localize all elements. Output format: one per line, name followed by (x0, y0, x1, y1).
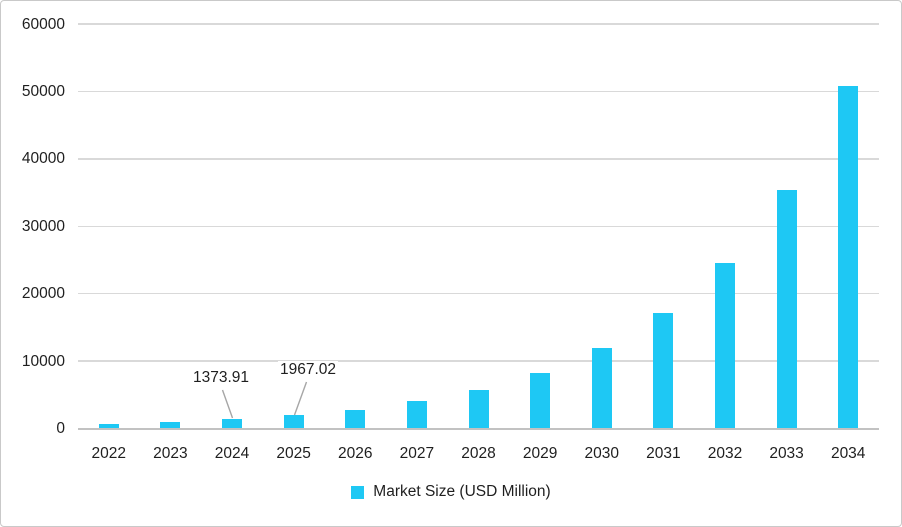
x-tick-label-2028: 2028 (461, 445, 496, 462)
bar-2029 (530, 372, 551, 429)
data-label-2025: 1967.02 (277, 361, 339, 379)
gridline-50000 (78, 90, 879, 93)
x-tick-label-2025: 2025 (276, 445, 311, 462)
legend: Market Size (USD Million) (1, 483, 901, 501)
bar-2032 (714, 262, 735, 429)
x-tick-label-2023: 2023 (153, 445, 188, 462)
x-tick-label-2026: 2026 (338, 445, 373, 462)
bar-2028 (468, 389, 489, 429)
legend-label: Market Size (USD Million) (373, 483, 551, 500)
bar-2022 (98, 423, 119, 429)
y-tick-label-60000: 60000 (21, 15, 65, 33)
data-label-2024: 1373.91 (190, 369, 252, 387)
bar-2034 (838, 86, 859, 429)
x-tick-label-2022: 2022 (91, 445, 127, 462)
y-tick-label-10000: 10000 (21, 352, 65, 370)
y-tick-label-40000: 40000 (21, 150, 65, 168)
gridline-30000 (78, 225, 879, 227)
bar-2024 (222, 419, 243, 429)
y-tick-label-20000: 20000 (21, 285, 65, 303)
bar-2030 (591, 348, 612, 429)
bar-2033 (776, 189, 797, 429)
gridline-20000 (78, 292, 879, 295)
gridline-60000 (78, 23, 879, 25)
y-tick-label-50000: 50000 (21, 82, 65, 100)
bar-2023 (160, 422, 181, 429)
x-axis-line (78, 427, 879, 430)
gridline-40000 (78, 158, 879, 160)
leader-line-2024 (221, 389, 234, 419)
bar-2027 (406, 401, 427, 429)
leader-line-2025 (293, 381, 308, 416)
y-tick-label-30000: 30000 (21, 217, 65, 235)
x-tick-label-2027: 2027 (399, 445, 435, 462)
bar-2031 (653, 313, 674, 429)
x-tick-label-2029: 2029 (522, 445, 558, 462)
x-tick-label-2031: 2031 (646, 445, 681, 462)
y-tick-label-0: 0 (56, 420, 65, 437)
x-tick-label-2030: 2030 (584, 445, 619, 462)
bar-2025 (283, 415, 304, 429)
x-tick-label-2032: 2032 (707, 445, 743, 462)
gridline-10000 (78, 360, 879, 362)
legend-swatch (351, 485, 365, 499)
x-tick-label-2033: 2033 (769, 445, 804, 462)
bar-2026 (345, 409, 366, 429)
x-tick-label-2024: 2024 (214, 445, 250, 462)
x-tick-label-2034: 2034 (830, 445, 866, 462)
